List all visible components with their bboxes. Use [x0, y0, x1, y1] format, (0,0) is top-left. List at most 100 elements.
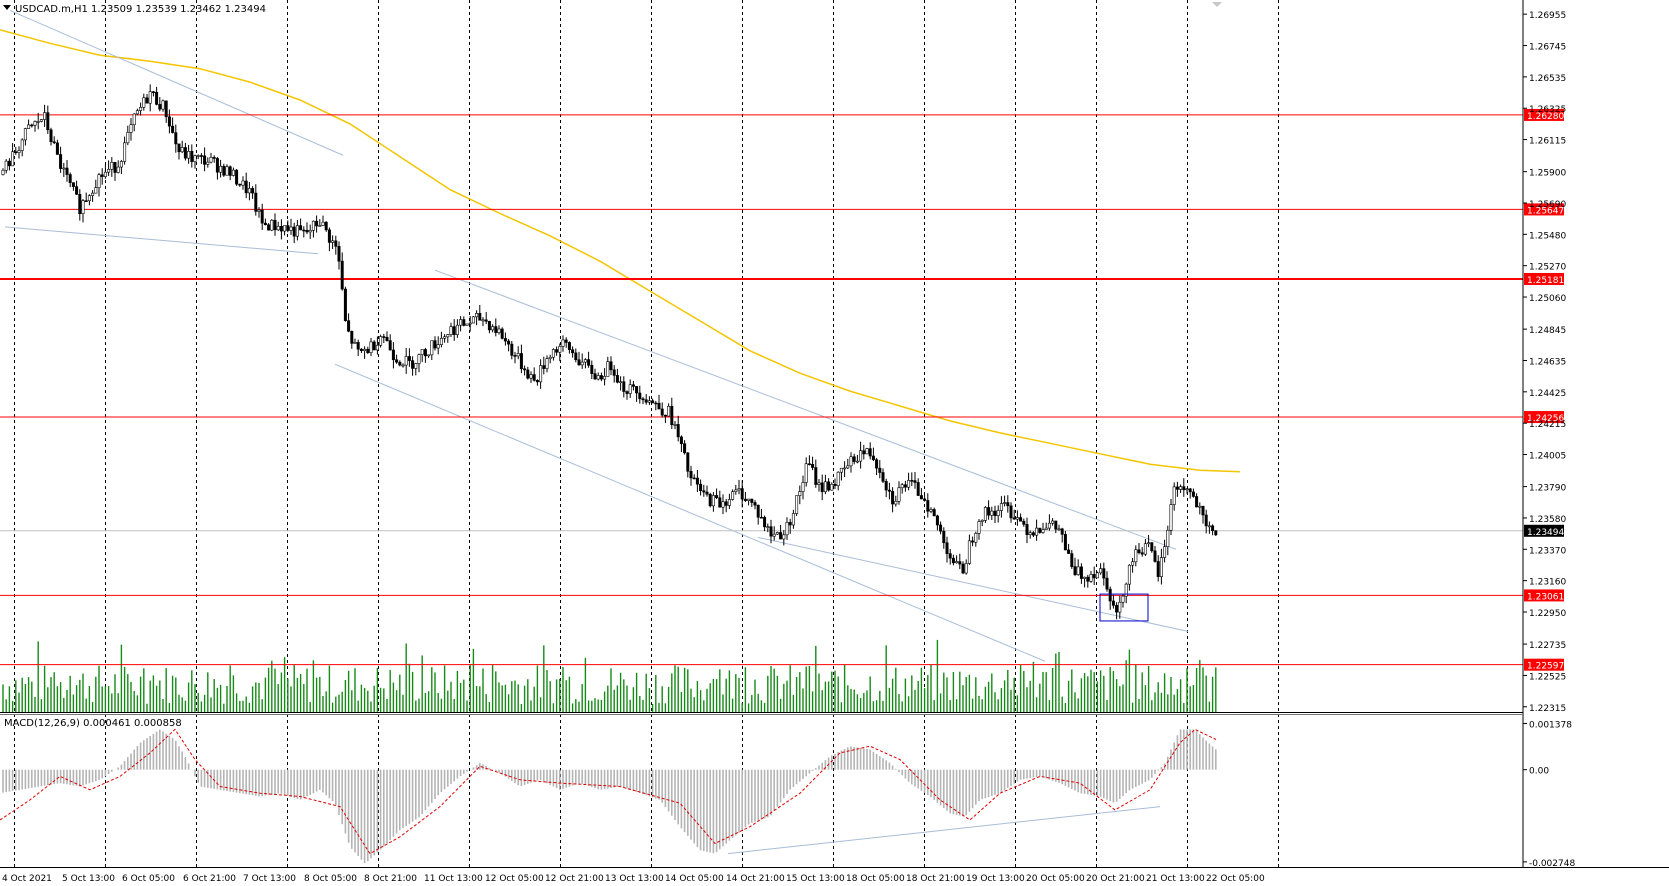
- scroll-marker-icon[interactable]: [1212, 2, 1222, 7]
- price-tick-label: 1.26745: [1529, 43, 1566, 53]
- candle-body: [542, 365, 546, 369]
- candle-body: [1086, 576, 1090, 582]
- candle-body: [657, 402, 661, 410]
- candle-body: [391, 349, 395, 361]
- candle-body: [1012, 517, 1016, 520]
- candle-body: [273, 219, 277, 231]
- candle-body: [939, 524, 943, 532]
- candle-body: [1214, 530, 1218, 536]
- price-tick-label: 1.23370: [1529, 546, 1566, 556]
- candle-body: [724, 501, 728, 506]
- candle-body: [823, 481, 827, 493]
- candle-body: [801, 482, 805, 492]
- candle-body: [1092, 574, 1096, 579]
- candle-body: [759, 516, 763, 519]
- candle-body: [289, 226, 293, 231]
- candle-body: [1198, 505, 1202, 508]
- price-axis: 1.26955 1.26745 1.26535 1.26325 1.26115 1.259…: [1523, 11, 1566, 714]
- candle-body: [619, 381, 623, 383]
- candle-body: [39, 119, 43, 122]
- time-tick-label: 14 Oct 21:00: [726, 874, 785, 884]
- candle-body: [695, 477, 699, 485]
- candle-body: [734, 489, 738, 493]
- candle-body: [654, 402, 658, 405]
- candle-body: [369, 341, 373, 353]
- time-tick-label: 19 Oct 13:00: [966, 874, 1025, 884]
- candle-body: [923, 498, 927, 501]
- candle-body: [212, 157, 216, 159]
- candle-body: [951, 557, 955, 564]
- volume-bars: [2, 639, 1217, 712]
- candle-body: [481, 319, 485, 322]
- candle-body: [673, 424, 677, 426]
- candle-body: [1156, 561, 1160, 577]
- candle-body: [1089, 574, 1093, 582]
- candle-body: [721, 501, 725, 508]
- candle-body: [337, 246, 341, 262]
- macd-tick-label: 0.00: [1529, 767, 1549, 777]
- candle-body: [279, 226, 283, 232]
- candle-body: [484, 319, 488, 322]
- candle-body: [353, 342, 357, 344]
- price-level-label: 1.26280: [1527, 112, 1564, 122]
- trendlines[interactable]: [4, 9, 1189, 662]
- candle-body: [900, 484, 904, 489]
- price-level-tag: [1524, 272, 1564, 285]
- candle-body: [263, 222, 267, 226]
- price-level-label: 1.25647: [1527, 206, 1564, 216]
- candle-body: [503, 338, 507, 342]
- candle-body: [94, 187, 98, 194]
- candle-body: [174, 132, 178, 145]
- grid-lines: [14, 0, 1279, 867]
- collapse-menu-icon[interactable]: [3, 5, 11, 10]
- candle-body: [375, 344, 379, 351]
- price-tick-label: 1.24005: [1529, 452, 1566, 462]
- price-tick-label: 1.23790: [1529, 484, 1566, 494]
- candle-body: [683, 443, 687, 454]
- candle-body: [270, 219, 274, 231]
- candle-body: [708, 493, 712, 507]
- macd-tick-label: -0.002748: [1529, 859, 1575, 869]
- candle-body: [1191, 491, 1195, 497]
- candle-body: [651, 400, 655, 404]
- candle-body: [468, 322, 472, 325]
- candle-body: [881, 472, 885, 482]
- candle-body: [993, 510, 997, 516]
- candle-body: [766, 526, 770, 528]
- candle-body: [596, 375, 600, 380]
- candle-body: [580, 361, 584, 366]
- candle-body: [1195, 496, 1199, 508]
- candle-body: [1166, 529, 1170, 547]
- candle-body: [779, 532, 783, 540]
- candle-body: [161, 100, 165, 110]
- candle-body: [1057, 528, 1061, 531]
- time-tick-label: 7 Oct 13:00: [243, 874, 296, 884]
- candle-body: [811, 464, 815, 468]
- candle-body: [292, 226, 296, 237]
- candle-body: [1019, 517, 1023, 522]
- time-tick-label: 20 Oct 21:00: [1086, 874, 1145, 884]
- candle-body: [465, 323, 469, 326]
- candle-body: [123, 142, 127, 162]
- price-tick-label: 1.25270: [1529, 263, 1566, 273]
- price-level-tag: [1524, 108, 1564, 121]
- candle-body: [577, 359, 581, 366]
- marked-zone[interactable]: [1099, 593, 1149, 622]
- candle-body: [1115, 605, 1119, 613]
- candle-body: [286, 225, 290, 231]
- candle-body: [852, 456, 856, 462]
- candle-body: [1079, 566, 1083, 579]
- key-price-lines[interactable]: 1.26280 1.25647 1.25181 1.24256 1.23061 1.225…: [0, 108, 1564, 672]
- candle-body: [427, 354, 431, 357]
- candle-body: [1127, 564, 1131, 585]
- candle-body: [475, 313, 479, 318]
- candle-body: [257, 209, 261, 212]
- candle-body: [414, 363, 418, 369]
- candle-body: [299, 225, 303, 231]
- candle-body: [516, 353, 520, 357]
- candle-body: [843, 467, 847, 470]
- candle-body: [804, 463, 808, 483]
- candle-body: [747, 498, 751, 501]
- candle-body: [103, 171, 107, 177]
